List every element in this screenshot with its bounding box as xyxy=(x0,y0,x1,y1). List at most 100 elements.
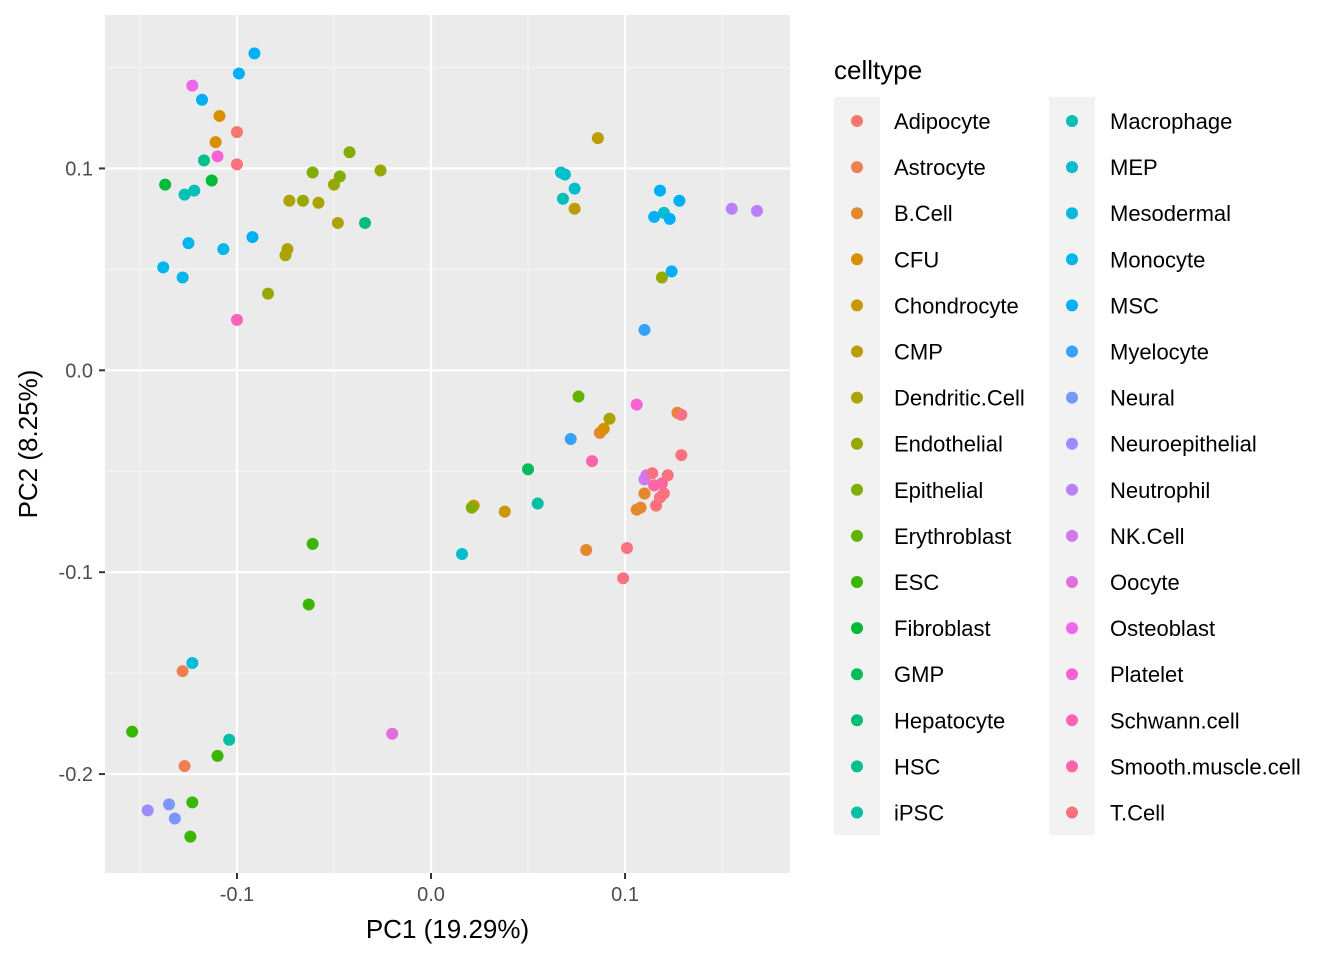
legend-key-column-1-background xyxy=(834,97,880,835)
legend-key-astrocyte xyxy=(851,161,863,174)
point-dendritic-cell xyxy=(603,412,616,425)
point-b-cell xyxy=(630,503,643,516)
point-t-cell xyxy=(675,408,688,421)
point-t-cell xyxy=(675,449,688,462)
legend-label-macrophage: Macrophage xyxy=(1110,109,1232,134)
legend-label-msc: MSC xyxy=(1110,293,1159,318)
point-msc xyxy=(232,67,245,80)
legend-label-myelocyte: Myelocyte xyxy=(1110,340,1209,365)
point-gmp xyxy=(522,463,535,476)
point-erythroblast xyxy=(572,390,585,403)
legend-key-b-cell xyxy=(851,207,863,220)
point-msc xyxy=(248,47,261,60)
point-hsc xyxy=(197,154,210,167)
legend-key-epithelial xyxy=(851,483,863,496)
legend-label-epithelial: Epithelial xyxy=(894,478,983,503)
legend-key-cmp xyxy=(851,345,863,358)
x-tick-label: 0.1 xyxy=(611,884,639,906)
legend-label-erythroblast: Erythroblast xyxy=(894,524,1011,549)
point-msc xyxy=(246,231,259,244)
legend-key-t-cell xyxy=(1066,806,1078,819)
point-msc xyxy=(648,210,661,223)
y-axis-ticks: -0.2 -0.1 0.0 0.1 xyxy=(59,158,105,786)
point-msc xyxy=(665,265,678,278)
legend-label-schwann-cell: Schwann.cell xyxy=(1110,708,1240,733)
legend-label-fibroblast: Fibroblast xyxy=(894,616,991,641)
point-endothelial xyxy=(296,194,309,207)
point-adipocyte xyxy=(230,126,243,139)
legend-key-adipocyte xyxy=(851,115,863,127)
y-axis-label: PC2 (8.25%) xyxy=(13,370,43,519)
legend-label-neural: Neural xyxy=(1110,386,1175,411)
point-myelocyte xyxy=(564,432,577,445)
point-esc xyxy=(184,830,197,843)
point-msc xyxy=(196,93,209,106)
point-oocyte xyxy=(386,727,399,740)
legend-key-column-2-background xyxy=(1049,97,1095,835)
legend-label-t-cell: T.Cell xyxy=(1110,801,1165,826)
legend-key-neuroepithelial xyxy=(1066,437,1078,450)
legend-key-mesodermal xyxy=(1066,207,1078,220)
legend-key-chondrocyte xyxy=(851,299,863,312)
point-esc xyxy=(306,537,319,550)
legend-key-gmp xyxy=(851,668,863,681)
legend-label-oocyte: Oocyte xyxy=(1110,570,1180,595)
point-t-cell xyxy=(646,467,659,480)
point-cfu xyxy=(209,136,222,149)
point-macrophage xyxy=(178,188,191,201)
point-neutrophil xyxy=(751,204,764,217)
y-tick-label: 0.1 xyxy=(65,158,93,180)
legend-label-nk-cell: NK.Cell xyxy=(1110,524,1185,549)
legend-key-cfu xyxy=(851,253,863,266)
legend-title: celltype xyxy=(834,55,922,85)
point-neural xyxy=(163,798,176,811)
point-mep xyxy=(456,548,469,561)
point-endothelial xyxy=(655,271,668,284)
legend-label-dendritic-cell: Dendritic.Cell xyxy=(894,386,1025,411)
minor-gridlines xyxy=(105,15,790,873)
point-t-cell xyxy=(661,469,674,482)
point-t-cell xyxy=(230,158,243,171)
legend-key-schwann-cell xyxy=(1066,714,1078,727)
point-endothelial xyxy=(374,164,387,177)
panel-background xyxy=(105,15,790,873)
y-tick-label: 0.0 xyxy=(65,360,93,382)
legend-key-neutrophil xyxy=(1066,483,1078,496)
legend-key-hepatocyte xyxy=(851,714,863,727)
legend-label-hepatocyte: Hepatocyte xyxy=(894,708,1005,733)
legend-label-astrocyte: Astrocyte xyxy=(894,155,986,180)
point-smooth-muscle-cell xyxy=(586,455,599,468)
point-esc xyxy=(186,796,199,809)
point-t-cell xyxy=(617,572,630,585)
point-monocyte xyxy=(182,237,195,250)
point-hepatocyte xyxy=(359,216,372,229)
point-mesodermal xyxy=(186,657,199,670)
legend-label-cfu: CFU xyxy=(894,247,939,272)
point-cmp xyxy=(568,202,581,215)
point-epithelial xyxy=(306,166,319,179)
legend-key-nk-cell xyxy=(1066,529,1078,542)
legend-label-ipsc: iPSC xyxy=(894,801,944,826)
point-b-cell xyxy=(638,487,651,500)
point-neuroepithelial xyxy=(141,804,154,817)
legend-label-smooth-muscle-cell: Smooth.muscle.cell xyxy=(1110,754,1301,779)
point-esc xyxy=(211,749,224,762)
legend-key-dendritic-cell xyxy=(851,391,863,404)
legend-key-platelet xyxy=(1066,668,1078,681)
legend-key-msc xyxy=(1066,299,1078,312)
point-macrophage xyxy=(188,184,201,197)
point-dendritic-cell xyxy=(331,216,344,229)
point-schwann-cell xyxy=(230,313,243,326)
legend-key-hsc xyxy=(851,760,863,773)
point-epithelial xyxy=(465,501,478,514)
legend-key-mep xyxy=(1066,161,1078,174)
point-ipsc xyxy=(531,497,544,510)
point-fibroblast xyxy=(159,178,172,191)
legend-label-cmp: CMP xyxy=(894,340,943,365)
point-epithelial xyxy=(333,170,346,183)
point-dendritic-cell xyxy=(283,194,296,207)
point-esc xyxy=(126,725,139,738)
point-astrocyte xyxy=(176,665,189,678)
point-neutrophil xyxy=(725,202,738,215)
point-msc xyxy=(653,184,666,197)
